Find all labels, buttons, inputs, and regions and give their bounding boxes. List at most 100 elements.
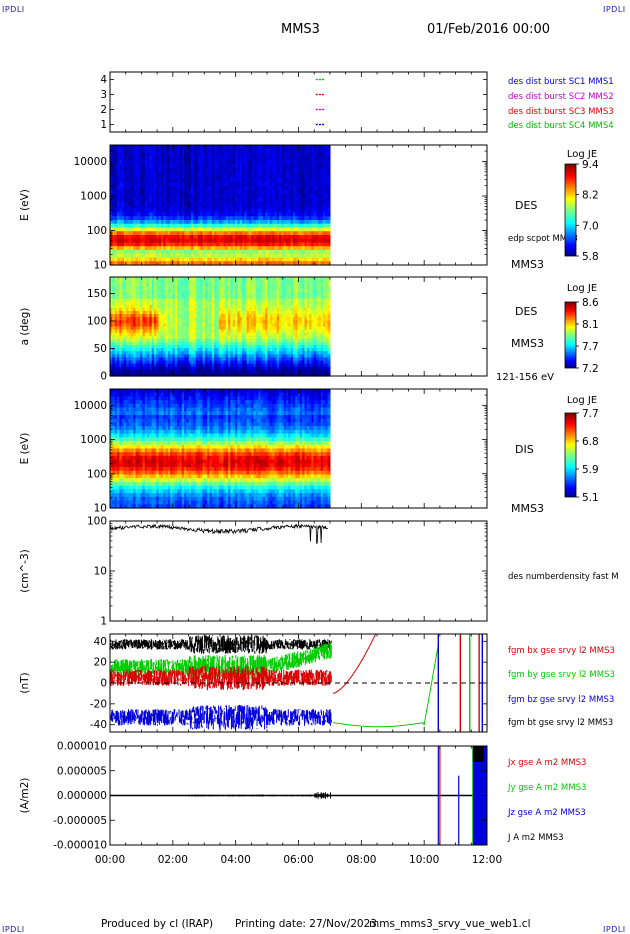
y-tick-label: 2 [100,104,107,116]
legend-entry: Jy gse A m2 MMS3 [507,783,586,793]
y-tick-label: 50 [94,343,107,355]
colorbar-tick-label: 6.8 [582,436,599,448]
y-tick-label: 100 [87,516,107,528]
legend-entry: fgm bt gse srvy l2 MMS3 [508,718,613,728]
y-tick-label: 0 [100,371,107,383]
y-tick-label: 0.000000 [57,790,107,802]
fgm-series-trace [110,635,332,654]
y-tick-label: 100 [87,225,107,237]
density-series-line [109,523,329,545]
spacecraft-label: MMS3 [511,258,544,271]
colorbar-tick-label: 8.2 [582,190,599,202]
legend-entry: des dist burst SC4 MMS4 [508,121,614,131]
legend-entry: des dist burst SC2 MMS2 [508,92,614,102]
burst-mark [318,78,321,81]
y-tick-label: 100 [87,468,107,480]
x-tick-label: 00:00 [95,854,125,866]
y-tick-label: 10000 [74,400,107,412]
y-tick-label: 4 [100,74,107,86]
colorbar-tick-label: 7.2 [582,363,599,375]
des-energy-heatmap [110,145,331,266]
legend-entry: des dist burst SC1 MMS1 [508,77,614,87]
footer-produced-by: Produced by cl (IRAP) [101,918,214,930]
x-tick-label: 02:00 [158,854,188,866]
colorbar-title: Log JE [567,395,597,406]
current-lines [110,746,487,845]
legend-entry: des dist burst SC3 MMS3 [508,107,614,117]
y-tick-label: -0.000010 [53,840,107,852]
y-axis-title: a (deg) [19,308,31,346]
corner-label-bottom-left: IPDLI [2,925,25,934]
y-tick-label: -40 [90,719,107,731]
y-tick-label: 3 [100,89,107,101]
burst-panel-frame [109,71,488,133]
datetime-title: 01/Feb/2016 00:00 [427,22,550,37]
bx-trace-late [332,634,376,694]
footer-printing-date: Printing date: 27/Nov/2023 [235,918,377,930]
y-axis-title: E (eV) [19,433,31,465]
y-tick-label: 1 [100,616,107,628]
spacecraft-label: MMS3 [511,502,544,515]
colorbar-tick-label: 7.0 [582,220,599,232]
burst-mark [318,123,321,126]
colorbar [564,163,577,257]
instrument-label: DES [515,199,537,212]
corner-label-bottom-right: IPDLI [603,925,626,934]
instrument-label: DIS [515,443,534,456]
energy-range-label: 121-156 eV [496,372,554,383]
des-pitch-heatmap [110,277,331,377]
corner-label-top-left: IPDLI [2,5,25,14]
colorbar-tick-label: 5.9 [582,464,599,476]
legend-entry: fgm bz gse srvy l2 MMS3 [508,695,614,705]
y-tick-label: 0 [100,678,107,690]
burst-mark [322,93,325,96]
x-tick-label: 06:00 [283,854,313,866]
x-tick-label: 12:00 [472,854,502,866]
burst-mark [315,108,318,111]
spacecraft-label: MMS3 [511,337,544,350]
colorbar-tick-label: 8.6 [582,297,599,309]
colorbar-title: Log JE [567,149,597,160]
y-tick-label: 10 [94,260,107,272]
y-tick-label: 40 [94,636,107,648]
legend-entry: Jz gse A m2 MMS3 [507,808,586,818]
y-axis-title: E (eV) [19,189,31,221]
fgm-series-trace [110,642,332,680]
x-tick-label: 04:00 [221,854,251,866]
spacecraft-title: MMS3 [281,22,320,37]
legend-entry: fgm bx gse srvy l2 MMS3 [508,646,615,656]
legend-entry: fgm by gse srvy l2 MMS3 [508,670,615,680]
y-axis-title: (nT) [19,672,31,693]
colorbar-tick-label: 8.1 [582,319,599,331]
burst-mark [318,93,321,96]
y-tick-label: 10000 [74,156,107,168]
y-tick-label: 1 [100,119,107,131]
y-axis-title: (cm^-3) [19,549,31,592]
burst-mark [315,93,318,96]
colorbar-tick-label: 5.8 [582,251,599,263]
y-tick-label: 100 [87,316,107,328]
y-tick-label: -0.000005 [53,815,107,827]
legend-entry: J A m2 MMS3 [507,833,564,843]
burst-mark [322,123,325,126]
colorbar-tick-label: 7.7 [582,408,599,420]
legend-entry: Jx gse A m2 MMS3 [507,758,586,768]
colorbar-tick-label: 7.7 [582,341,599,353]
instrument-label: DES [515,305,537,318]
density-panel-frame [109,520,488,622]
y-tick-label: 20 [94,657,107,669]
y-tick-label: 0.000010 [57,741,107,753]
burst-mark [318,108,321,111]
footer-script-name: mms_mms3_srvy_vue_web1.cl [369,918,531,930]
y-tick-label: -20 [90,698,107,710]
dis-energy-heatmap [110,389,331,509]
x-tick-label: 08:00 [346,854,376,866]
burst-mark [322,108,325,111]
legend-entry: des numberdensity fast M [508,572,619,582]
burst-mark [315,78,318,81]
colorbar [564,301,577,369]
overlay-label: edp scpot MMS3 [508,234,578,244]
colorbar-tick-label: 9.4 [582,159,599,171]
y-tick-label: 1000 [80,190,107,202]
